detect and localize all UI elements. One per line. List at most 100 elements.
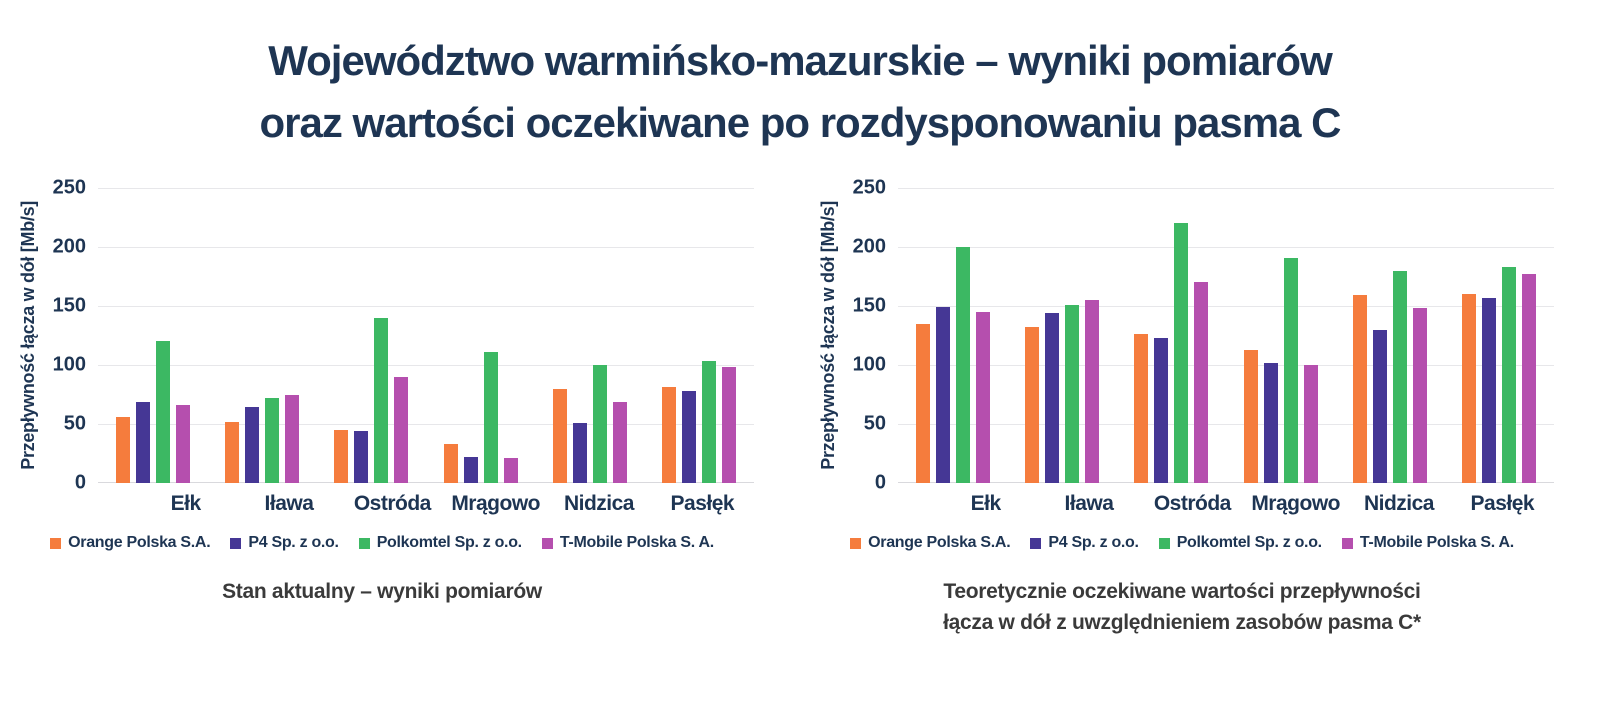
bar-purple-Pasłęk bbox=[1482, 297, 1497, 483]
x-label-Nidzica: Nidzica bbox=[563, 492, 635, 515]
x-label-Iława: Iława bbox=[264, 492, 314, 515]
bar-group-Iława bbox=[207, 188, 316, 483]
y-tick-0: 0 bbox=[874, 471, 886, 494]
y-axis-label: Przepływność łącza w dół [Mb/s] bbox=[817, 201, 838, 470]
x-label-Ostróda: Ostróda bbox=[1153, 492, 1232, 515]
legend-item-purple: P4 Sp. z o.o. bbox=[230, 534, 339, 552]
plot-area bbox=[898, 188, 1554, 483]
bar-green-Ełk bbox=[155, 341, 170, 483]
page-title-line-2: oraz wartości oczekiwane po rozdysponowa… bbox=[259, 99, 1342, 146]
legend-label: Polkomtel Sp. z o.o. bbox=[376, 534, 522, 551]
bar-group-Nidzica bbox=[1335, 188, 1444, 483]
chart-area: Przepływność łącza w dół [Mb/s] 0 50 100 15… bbox=[10, 177, 754, 516]
gridline-250 bbox=[898, 188, 1554, 189]
x-axis-labels: Ełk Iława Ostróda Mrągowo Nidzica Pasłęk bbox=[46, 492, 754, 516]
bar-orange-Nidzica bbox=[1352, 295, 1367, 483]
bar-magenta-Ełk bbox=[975, 311, 990, 483]
caption-line-2: łącza w dół z uwzględnieniem zasobów pas… bbox=[943, 611, 1421, 634]
bar-green-Ełk bbox=[955, 247, 970, 483]
y-axis-ticks: 0 50 100 150 200 250 bbox=[846, 177, 898, 494]
bar-group-Mrągowo bbox=[1226, 188, 1335, 483]
bar-group-Ostróda bbox=[317, 188, 426, 483]
bar-magenta-Pasłęk bbox=[722, 367, 737, 483]
bar-group-Ełk bbox=[898, 188, 1007, 483]
bar-purple-Ostróda bbox=[1154, 337, 1169, 483]
y-tick-50: 50 bbox=[63, 412, 86, 435]
legend-item-green: Polkomtel Sp. z o.o. bbox=[1158, 534, 1322, 552]
x-axis-spacer bbox=[46, 492, 134, 516]
bar-purple-Nidzica bbox=[572, 422, 587, 483]
bar-orange-Pasłęk bbox=[1462, 294, 1477, 483]
y-axis-label-wrap: Przepływność łącza w dół [Mb/s] bbox=[810, 188, 846, 483]
gridline-150 bbox=[98, 306, 754, 307]
bar-green-Ostróda bbox=[1174, 223, 1189, 483]
bar-group-Mrągowo bbox=[426, 188, 535, 483]
y-tick-100: 100 bbox=[852, 353, 886, 376]
y-tick-50: 50 bbox=[863, 412, 886, 435]
bar-magenta-Nidzica bbox=[1412, 308, 1427, 483]
legend-item-magenta: T-Mobile Polska S. A. bbox=[1341, 534, 1514, 552]
y-tick-200: 200 bbox=[852, 235, 886, 258]
gridline-100 bbox=[98, 365, 754, 366]
bar-purple-Ełk bbox=[135, 401, 150, 483]
y-axis-ticks: 0 50 100 150 200 250 bbox=[46, 177, 98, 494]
caption-line-1: Teoretycznie oczekiwane wartości przepły… bbox=[943, 580, 1421, 603]
bar-purple-Nidzica bbox=[1372, 329, 1387, 483]
bar-green-Iława bbox=[1064, 304, 1079, 483]
bar-group-Iława bbox=[1007, 188, 1116, 483]
bar-orange-Ostróda bbox=[334, 429, 349, 483]
page-title-line-1: Województwo warmińsko-mazurskie – wyniki… bbox=[268, 37, 1332, 84]
legend-swatch-icon bbox=[1030, 537, 1042, 549]
bar-magenta-Ostróda bbox=[1194, 282, 1209, 483]
bar-orange-Nidzica bbox=[552, 388, 567, 483]
caption-line-1: Stan aktualny – wyniki pomiarów bbox=[222, 580, 542, 603]
chart-caption: Teoretycznie oczekiwane wartości przepły… bbox=[810, 576, 1554, 638]
bar-orange-Iława bbox=[224, 421, 239, 483]
bar-purple-Ełk bbox=[935, 307, 950, 483]
gridline-50 bbox=[898, 424, 1554, 425]
bar-groups bbox=[98, 188, 754, 483]
x-label-Mrągowo: Mrągowo bbox=[1251, 492, 1340, 515]
bar-purple-Iława bbox=[244, 407, 259, 483]
bar-group-Pasłęk bbox=[645, 188, 754, 483]
y-tick-150: 150 bbox=[852, 294, 886, 317]
legend-label: T-Mobile Polska S. A. bbox=[1359, 534, 1514, 551]
plot-column: 0 50 100 150 200 250 Ełk Iława Ostróda Mrągowo Ni… bbox=[846, 177, 1554, 516]
x-label-Ostróda: Ostróda bbox=[353, 492, 432, 515]
legend-swatch-icon bbox=[1158, 537, 1170, 549]
gridline-200 bbox=[898, 247, 1554, 248]
legend: Orange Polska S.A. P4 Sp. z o.o. Polkomtel… bbox=[810, 534, 1554, 552]
bar-orange-Mrągowo bbox=[443, 444, 458, 483]
bar-purple-Mrągowo bbox=[463, 457, 478, 483]
x-label-Ełk: Ełk bbox=[170, 492, 202, 515]
legend-swatch-icon bbox=[230, 537, 242, 549]
bar-green-Mrągowo bbox=[1283, 257, 1298, 483]
bar-magenta-Ełk bbox=[175, 405, 190, 483]
x-axis-spacer bbox=[846, 492, 934, 516]
bar-green-Ostróda bbox=[374, 317, 389, 483]
bar-purple-Pasłęk bbox=[682, 390, 697, 483]
bar-group-Nidzica bbox=[535, 188, 644, 483]
bar-green-Nidzica bbox=[1392, 270, 1407, 483]
y-tick-250: 250 bbox=[852, 176, 886, 199]
bar-magenta-Mrągowo bbox=[503, 458, 518, 483]
gridline-200 bbox=[98, 247, 754, 248]
x-label-Ełk: Ełk bbox=[970, 492, 1002, 515]
x-label-Mrągowo: Mrągowo bbox=[451, 492, 540, 515]
x-label-Pasłęk: Pasłęk bbox=[1470, 492, 1535, 515]
x-label-Pasłęk: Pasłęk bbox=[670, 492, 735, 515]
bar-orange-Iława bbox=[1024, 327, 1039, 483]
bar-purple-Iława bbox=[1044, 313, 1059, 483]
legend-item-magenta: T-Mobile Polska S. A. bbox=[541, 534, 714, 552]
bar-orange-Ełk bbox=[115, 416, 130, 483]
legend-swatch-icon bbox=[358, 537, 370, 549]
gridline-150 bbox=[898, 306, 1554, 307]
y-tick-100: 100 bbox=[52, 353, 86, 376]
legend-label: Orange Polska S.A. bbox=[868, 534, 1011, 551]
plot-column: 0 50 100 150 200 250 Ełk Iława Ostróda Mrągowo Ni… bbox=[46, 177, 754, 516]
legend: Orange Polska S.A. P4 Sp. z o.o. Polkomtel… bbox=[10, 534, 754, 552]
bar-green-Iława bbox=[264, 398, 279, 483]
legend-swatch-icon bbox=[850, 537, 862, 549]
y-tick-0: 0 bbox=[74, 471, 86, 494]
